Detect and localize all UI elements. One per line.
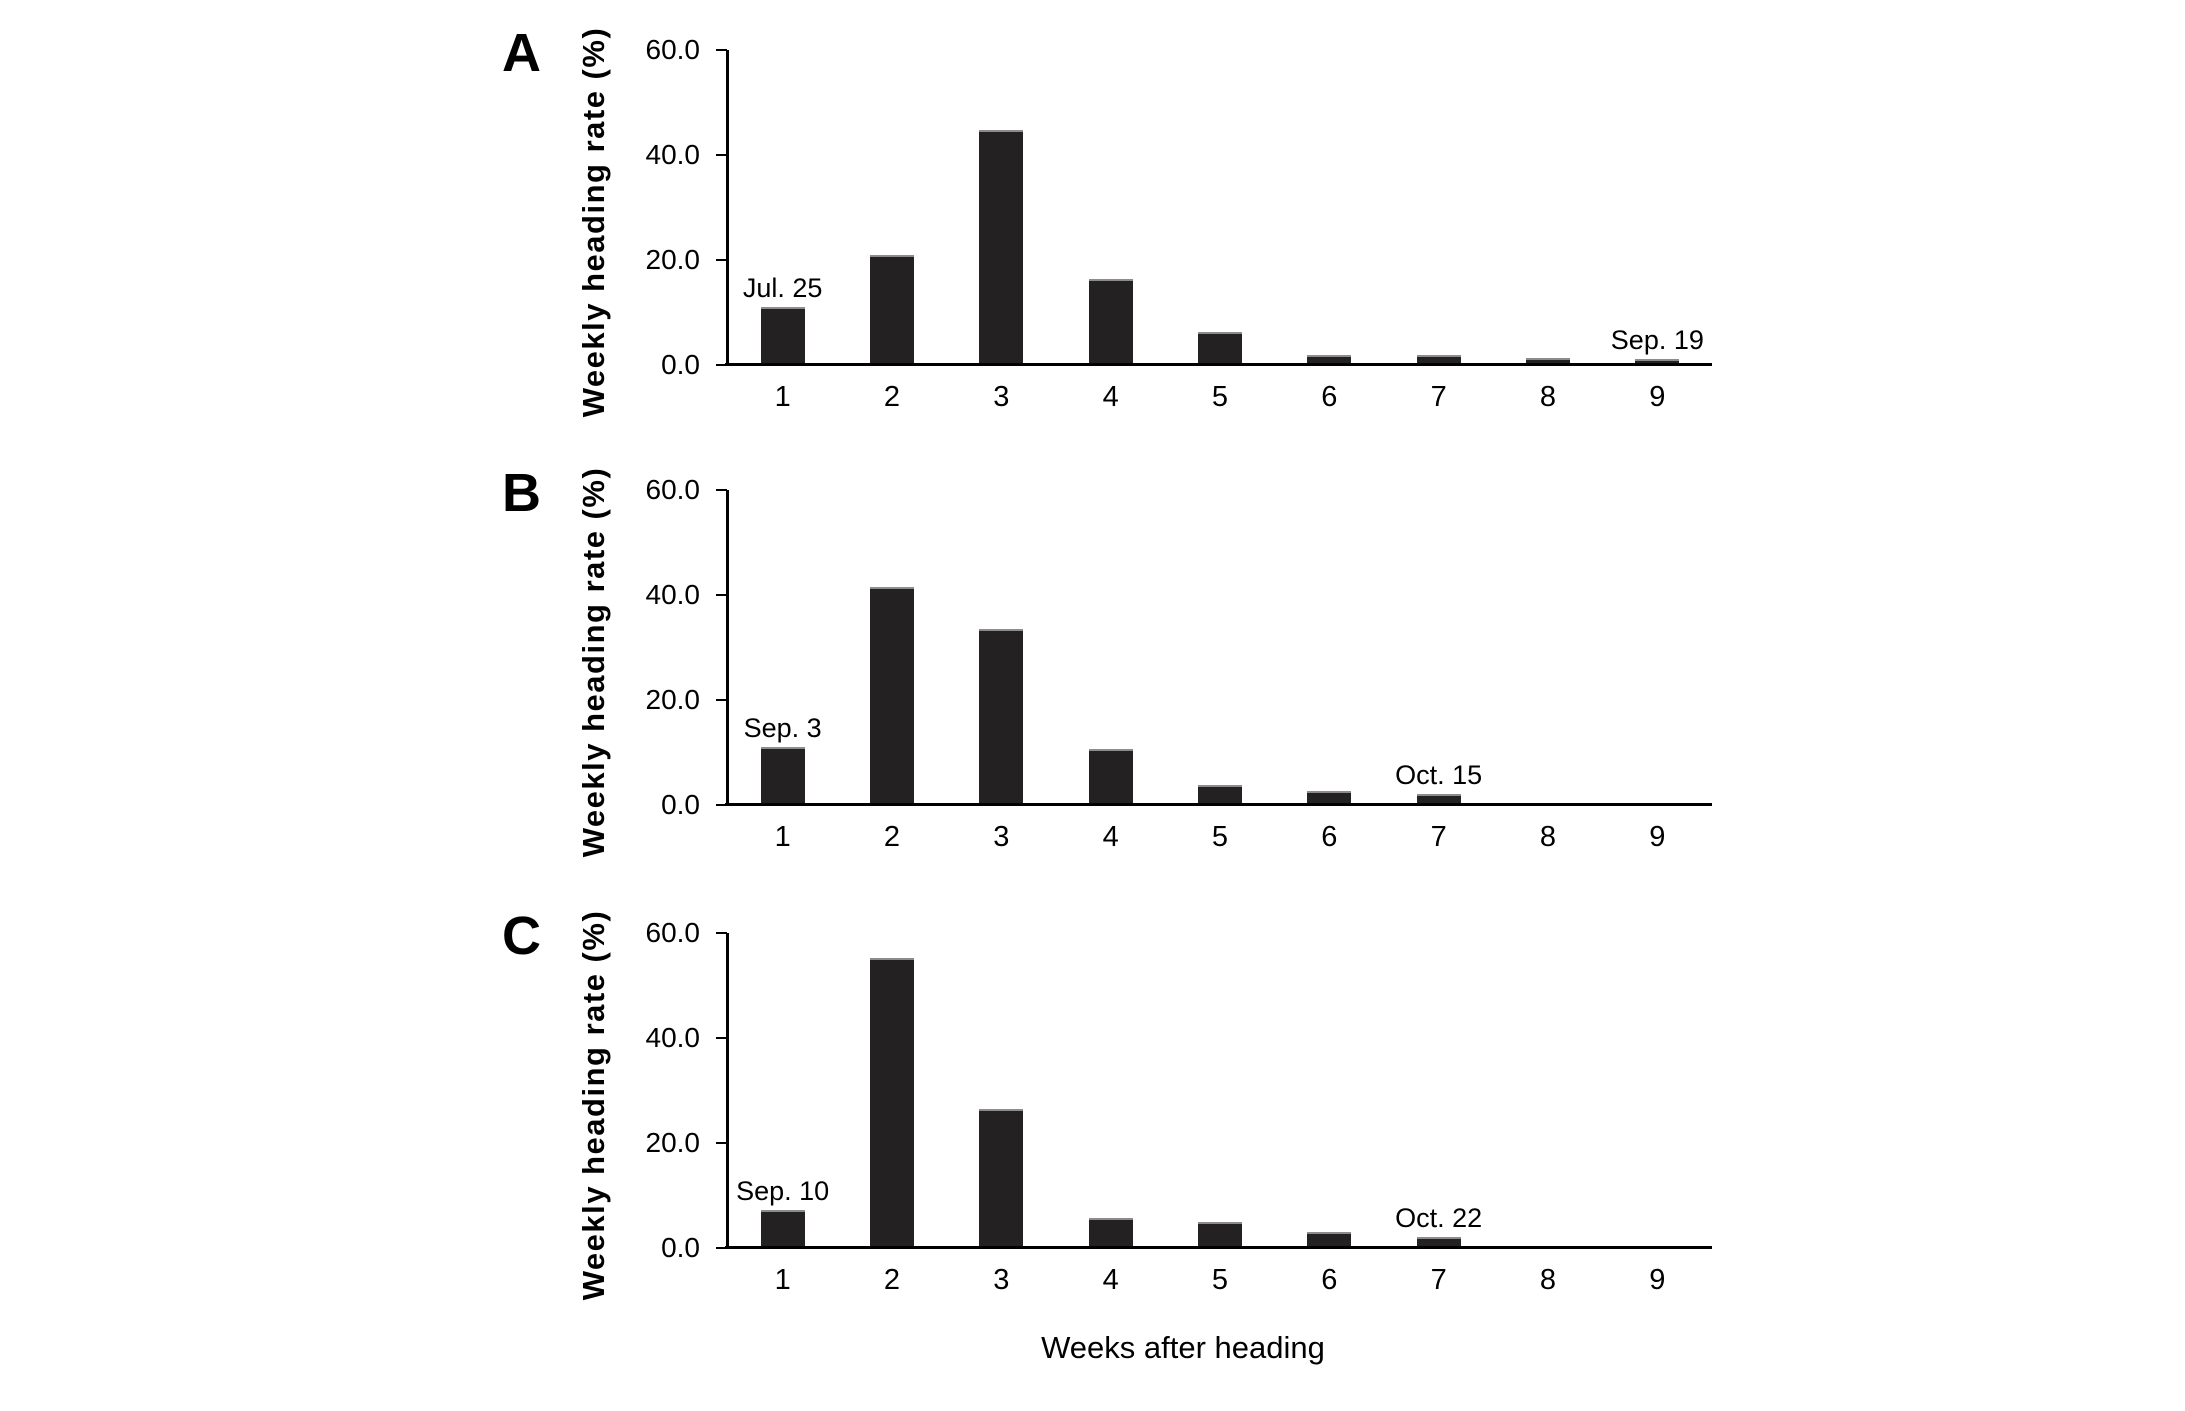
y-tick-mark <box>716 258 727 262</box>
y-tick-label: 0.0 <box>661 349 700 380</box>
y-tick-label: 0.0 <box>661 1232 700 1263</box>
x-tick-label-5: 5 <box>1211 1264 1229 1296</box>
bar-week-6 <box>1307 1231 1352 1246</box>
bar-week-9 <box>1635 358 1680 363</box>
bar-week-2 <box>870 255 914 363</box>
bar-week-4 <box>1088 278 1133 363</box>
x-tick-label-9: 9 <box>1649 381 1666 413</box>
x-tick-label-7: 7 <box>1430 1264 1447 1296</box>
chart-panel-b: B Weekly heading rate (%) 0.0 20.0 40.0 60.0 1… <box>480 466 1780 857</box>
bar-week-7 <box>1416 354 1461 363</box>
y-tick-mark <box>716 1246 727 1250</box>
x-tick-label-2: 2 <box>883 381 901 413</box>
y-tick-mark <box>716 488 727 492</box>
x-tick-label-6: 6 <box>1321 1264 1338 1296</box>
x-tick-label-4: 4 <box>1102 1264 1119 1296</box>
y-tick-mark <box>716 931 727 935</box>
y-axis-title: Weekly heading rate (%) <box>576 26 611 418</box>
chart-panel-c: C Weekly heading rate (%) 0.0 20.0 40.0 60.0 1… <box>480 909 1780 1300</box>
bar-week-1 <box>760 1209 805 1246</box>
y-tick-mark <box>716 48 727 52</box>
y-axis-title: Weekly heading rate (%) <box>576 909 611 1301</box>
bar-week-7 <box>1416 793 1461 803</box>
x-axis-line <box>725 803 1712 806</box>
panel-letter: C <box>502 906 541 966</box>
y-tick-label: 20.0 <box>645 684 701 715</box>
bar-week-4 <box>1088 1218 1133 1246</box>
panel-letter: A <box>502 23 541 83</box>
bar-week-2 <box>870 586 914 803</box>
y-tick-mark <box>716 1141 727 1145</box>
x-tick-label-2: 2 <box>883 1264 901 1296</box>
chart-panel-a: A Weekly heading rate (%) 0.0 20.0 40.0 60.0 1… <box>480 26 1780 417</box>
x-tick-label-3: 3 <box>993 381 1010 413</box>
bar-week-3 <box>979 1109 1024 1246</box>
bar-week-5 <box>1198 1222 1242 1246</box>
y-tick-label: 60.0 <box>645 917 701 948</box>
y-tick-mark <box>716 803 727 807</box>
x-tick-label-5: 5 <box>1211 821 1229 853</box>
x-tick-label-7: 7 <box>1430 821 1447 853</box>
y-axis-line <box>726 490 729 805</box>
y-tick-mark <box>716 363 727 367</box>
panel-letter: B <box>502 463 541 523</box>
date-annotation: Oct. 15 <box>1395 759 1483 790</box>
bar-week-1 <box>760 306 805 363</box>
y-tick-label: 40.0 <box>645 139 701 170</box>
x-tick-label-4: 4 <box>1102 821 1119 853</box>
x-tick-label-9: 9 <box>1649 821 1666 853</box>
date-annotation: Oct. 22 <box>1395 1203 1483 1234</box>
bar-week-1 <box>760 747 805 803</box>
x-tick-label-8: 8 <box>1539 1264 1557 1296</box>
x-tick-label-6: 6 <box>1321 821 1338 853</box>
y-tick-label: 40.0 <box>645 1022 701 1053</box>
bar-week-2 <box>870 957 914 1246</box>
y-axis-title: Weekly heading rate (%) <box>576 466 611 858</box>
y-tick-label: 20.0 <box>645 244 701 275</box>
x-tick-label-1: 1 <box>774 381 791 413</box>
bar-week-5 <box>1198 784 1242 803</box>
bar-week-6 <box>1307 354 1352 363</box>
bar-week-8 <box>1526 357 1570 363</box>
bar-week-6 <box>1307 791 1352 803</box>
x-axis-line <box>725 1246 1712 1249</box>
x-tick-label-2: 2 <box>883 821 901 853</box>
y-tick-label: 0.0 <box>661 789 700 820</box>
x-tick-label-3: 3 <box>993 821 1010 853</box>
x-tick-label-7: 7 <box>1430 381 1447 413</box>
y-axis-line <box>726 50 729 365</box>
x-axis-line <box>725 363 1712 366</box>
x-tick-label-8: 8 <box>1539 821 1557 853</box>
y-tick-label: 40.0 <box>645 579 701 610</box>
y-tick-label: 20.0 <box>645 1127 701 1158</box>
bar-week-5 <box>1198 332 1242 363</box>
date-annotation: Sep. 19 <box>1610 324 1704 355</box>
y-tick-mark <box>716 698 727 702</box>
x-axis-title: Weeks after heading <box>1041 1330 1325 1365</box>
y-axis-line <box>726 933 729 1248</box>
date-annotation: Jul. 25 <box>742 272 823 303</box>
y-tick-label: 60.0 <box>645 34 701 65</box>
y-tick-mark <box>716 593 727 597</box>
x-tick-label-5: 5 <box>1211 381 1229 413</box>
x-tick-label-8: 8 <box>1539 381 1557 413</box>
x-tick-label-1: 1 <box>774 821 791 853</box>
x-tick-label-1: 1 <box>774 1264 791 1296</box>
x-tick-label-6: 6 <box>1321 381 1338 413</box>
date-annotation: Sep. 3 <box>743 713 822 744</box>
bar-week-7 <box>1416 1237 1461 1246</box>
bar-week-3 <box>979 130 1024 363</box>
y-tick-label: 60.0 <box>645 474 701 505</box>
x-tick-label-3: 3 <box>993 1264 1010 1296</box>
y-tick-mark <box>716 1036 727 1040</box>
x-tick-label-4: 4 <box>1102 381 1119 413</box>
bar-week-3 <box>979 628 1024 803</box>
x-tick-label-9: 9 <box>1649 1264 1666 1296</box>
date-annotation: Sep. 10 <box>736 1175 830 1206</box>
y-tick-mark <box>716 153 727 157</box>
bar-week-4 <box>1088 748 1133 803</box>
